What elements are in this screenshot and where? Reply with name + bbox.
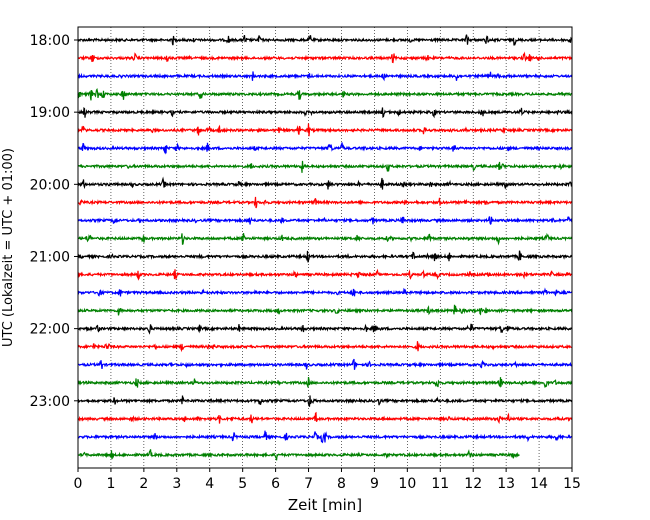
x-tick-label: 10 [398,476,416,492]
y-tick-label: 22:00 [30,322,70,338]
trace-row [77,250,573,263]
x-tick-label: 5 [238,476,247,492]
trace-row [77,71,573,82]
x-tick-label: 8 [337,476,346,492]
trace-row [77,323,573,335]
x-tick-label: 1 [106,476,115,492]
plot-frame [77,26,573,469]
trace-row [77,341,573,353]
trace-rows [77,34,573,461]
x-tick-label: 3 [172,476,181,492]
trace-row [77,430,573,444]
y-tick-label: 21:00 [30,249,70,265]
x-tick-label: 13 [497,476,515,492]
trace-row [77,51,573,64]
y-tick-label: 23:00 [30,394,70,410]
trace-row [78,449,520,461]
trace-row [77,304,573,316]
x-tick-label: 12 [464,476,482,492]
y-tick-label: 18:00 [30,33,70,49]
trace-row [77,358,573,370]
x-tick-label: 6 [271,476,280,492]
trace-row [77,411,573,425]
trace-row [77,215,573,225]
trace-row [77,160,573,173]
trace-row [77,34,573,46]
x-axis-label: Zeit [min] [288,496,362,514]
x-tick-label: 0 [74,476,83,492]
x-axis-ticks: 0 1 2 3 4 5 6 7 8 9 10 11 12 13 14 15 [74,468,581,492]
x-tick-label: 9 [370,476,379,492]
x-tick-label: 7 [304,476,313,492]
trace-row [77,268,573,281]
x-tick-label: 11 [431,476,449,492]
trace-row [77,287,573,297]
trace-row [77,232,573,246]
y-tick-label: 20:00 [30,177,70,193]
trace-row [77,123,573,137]
y-axis-label: UTC (Lokalzeit = UTC + 01:00) [1,148,16,347]
trace-row [77,142,573,155]
trace-row [77,106,573,119]
trace-row [77,176,573,190]
x-tick-label: 15 [563,476,581,492]
y-tick-label: 19:00 [30,105,70,121]
y-axis-ticks: 18:00 19:00 20:00 21:00 22:00 23:00 [30,33,78,410]
x-tick-label: 14 [530,476,548,492]
x-tick-label: 4 [205,476,214,492]
x-tick-label: 2 [139,476,148,492]
trace-row [77,196,573,209]
trace-row [77,376,573,388]
trace-row [77,395,573,407]
trace-row [77,88,573,101]
